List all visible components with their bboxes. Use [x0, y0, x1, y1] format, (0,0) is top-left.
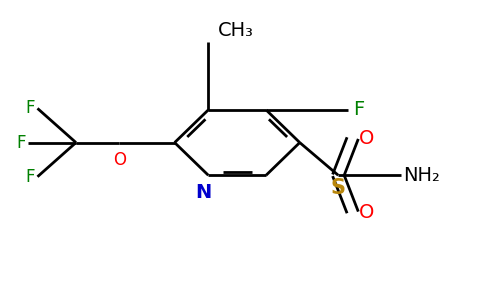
Text: O: O: [359, 203, 374, 222]
Text: F: F: [26, 168, 35, 186]
Text: CH₃: CH₃: [218, 21, 254, 40]
Text: S: S: [331, 178, 346, 198]
Text: F: F: [353, 100, 364, 119]
Text: O: O: [113, 152, 126, 169]
Text: O: O: [359, 129, 374, 148]
Text: F: F: [26, 99, 35, 117]
Text: N: N: [196, 183, 212, 202]
Text: F: F: [16, 134, 26, 152]
Text: NH₂: NH₂: [403, 166, 440, 185]
